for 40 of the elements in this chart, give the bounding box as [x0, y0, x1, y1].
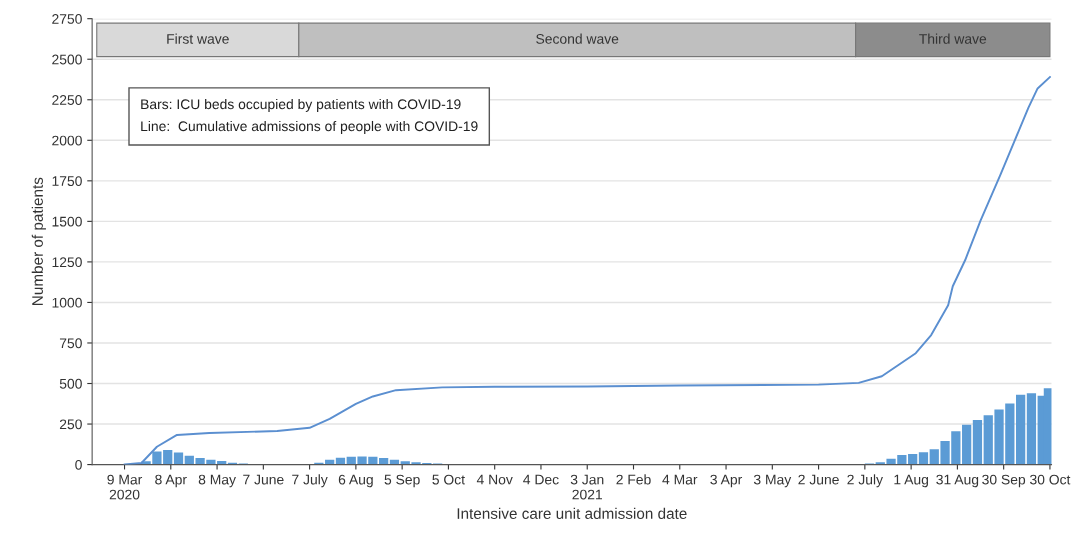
x-tick-label: 4 Mar — [662, 474, 698, 485]
band-label: Third wave — [919, 33, 987, 44]
x-tick-label: 1 Aug — [894, 474, 928, 488]
annotation: Bars: ICU beds occupied by patients with COVID-19 — [141, 98, 461, 112]
y-axis-title: Number of patients — [31, 177, 46, 305]
x-tick-label: 5 Sep — [384, 474, 420, 488]
x-tick-label: 9 Mar 2020 — [107, 474, 143, 500]
band-label: First wave — [167, 33, 229, 44]
x-tick-label: 4 Nov — [476, 474, 513, 485]
y-tick-label: 750 — [59, 338, 82, 349]
x-tick-label: 3 Apr — [710, 474, 743, 488]
x-tick-label: 3 Jan 2021 — [570, 474, 604, 500]
x-tick-label: 4 Dec — [523, 474, 559, 485]
x-tick-label: 8 Apr — [155, 474, 187, 488]
y-tick-label: 1500 — [52, 216, 82, 227]
y-tick-label: 1750 — [52, 176, 82, 186]
x-tick-label: 7 July — [292, 474, 328, 488]
y-tick-label: 2500 — [52, 54, 82, 65]
y-tick-label: 1000 — [52, 297, 82, 308]
x-tick-label: 31 Aug — [936, 474, 979, 488]
x-tick-label: 30 Oct — [1030, 474, 1071, 485]
x-tick-label: 2 July — [847, 474, 883, 488]
x-tick-label: 2 Feb — [616, 474, 651, 485]
y-tick-label: 2250 — [52, 95, 82, 105]
x-tick-label: 5 Oct — [432, 474, 465, 485]
x-tick-label: 3 May — [753, 474, 792, 488]
x-tick-label: 8 May — [198, 474, 236, 488]
y-tick-label: 2000 — [52, 135, 82, 146]
y-tick-label: 0 — [75, 459, 82, 470]
y-tick-label: 1250 — [52, 257, 82, 268]
x-tick-label: 6 Aug — [338, 474, 373, 488]
x-tick-label: 7 June — [243, 474, 284, 485]
band-label: Second wave — [536, 33, 619, 44]
y-tick-label: 250 — [59, 419, 82, 430]
annotation: Line: Cumulative admissions of people with COVID-19 — [141, 120, 478, 134]
x-axis-title: Intensive care unit admission date — [457, 507, 687, 519]
y-tick-label: 2750 — [52, 14, 82, 24]
x-tick-label: 30 Sep — [982, 474, 1026, 488]
y-tick-label: 500 — [59, 378, 82, 389]
x-tick-label: 2 June — [798, 474, 839, 485]
